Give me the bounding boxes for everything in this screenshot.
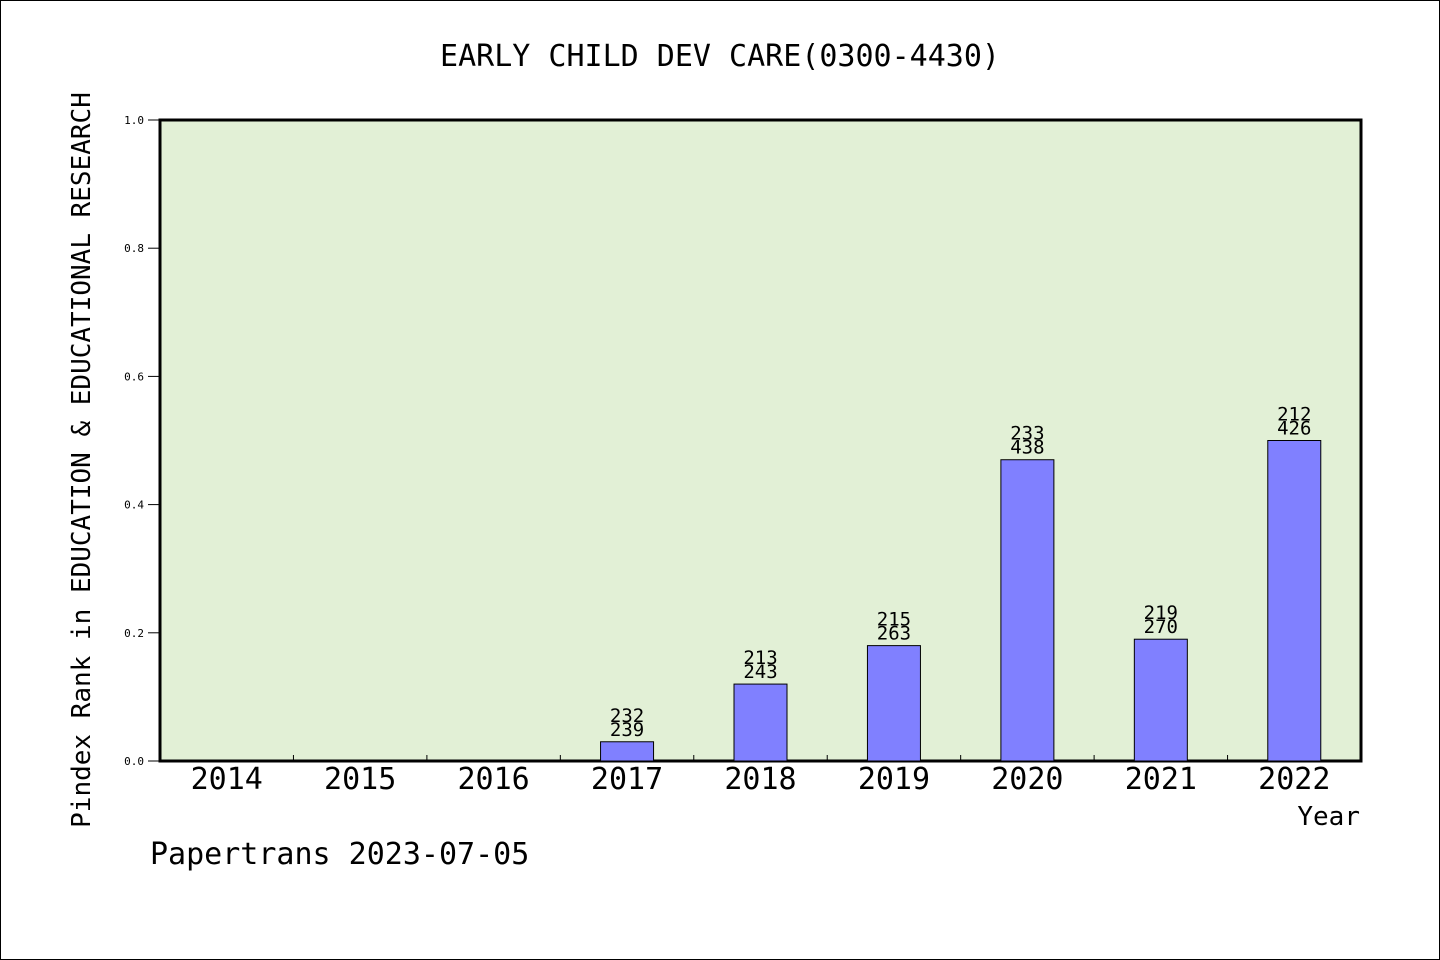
x-tick-label: 2017 xyxy=(591,762,663,797)
y-tick-label: 1.0 xyxy=(124,114,144,127)
y-axis: 0.0 0.2 0.4 0.6 0.8 1.0 xyxy=(124,114,160,768)
y-tick-label: 0.6 xyxy=(124,370,144,383)
y-tick-label: 0.8 xyxy=(124,242,144,255)
y-axis-label: Pindex Rank in EDUCATION & EDUCATIONAL R… xyxy=(67,92,97,828)
x-tick-label: 2021 xyxy=(1125,762,1197,797)
x-tick-label: 2015 xyxy=(324,762,396,797)
bar-2021 xyxy=(1133,638,1188,762)
bar-2018 xyxy=(733,683,788,762)
x-tick-label: 2022 xyxy=(1258,762,1330,797)
x-tick-label: 2020 xyxy=(991,762,1063,797)
bar-label-top: 233 xyxy=(1010,423,1044,445)
x-axis: 2014 2015 2016 2017 2018 2019 2020 2021 2022 xyxy=(191,755,1330,797)
x-tick-label: 2016 xyxy=(457,762,529,797)
x-tick-label: 2014 xyxy=(191,762,263,797)
bar-label-top: 212 xyxy=(1277,404,1311,426)
y-tick-label: 0.4 xyxy=(124,499,144,512)
x-tick-label: 2018 xyxy=(724,762,796,797)
bar-label-top: 215 xyxy=(877,609,911,631)
x-axis-label: Year xyxy=(1297,802,1360,832)
bar-2020 xyxy=(1000,459,1055,762)
bar-2022 xyxy=(1267,440,1322,762)
x-tick-label: 2019 xyxy=(858,762,930,797)
bar-label-top: 232 xyxy=(610,705,644,727)
bar-label-bottom: 438 xyxy=(1010,437,1044,459)
y-tick-label: 0.0 xyxy=(124,755,144,768)
bar-2017 xyxy=(600,741,655,762)
chart-title: EARLY CHILD DEV CARE(0300-4430) xyxy=(440,39,1000,74)
bar-label-bottom: 243 xyxy=(743,661,777,683)
source-footer: Papertrans 2023-07-05 xyxy=(150,837,529,872)
bar-label-bottom: 270 xyxy=(1144,616,1178,638)
bar-label-top: 219 xyxy=(1144,602,1178,624)
bar-2019 xyxy=(866,645,921,762)
bar-label-bottom: 239 xyxy=(610,719,644,741)
bar-label-bottom: 263 xyxy=(877,623,911,645)
bar-label-top: 213 xyxy=(743,647,777,669)
bar-label-bottom: 426 xyxy=(1277,418,1311,440)
bars-group xyxy=(600,440,1322,762)
y-tick-label: 0.2 xyxy=(124,627,144,640)
